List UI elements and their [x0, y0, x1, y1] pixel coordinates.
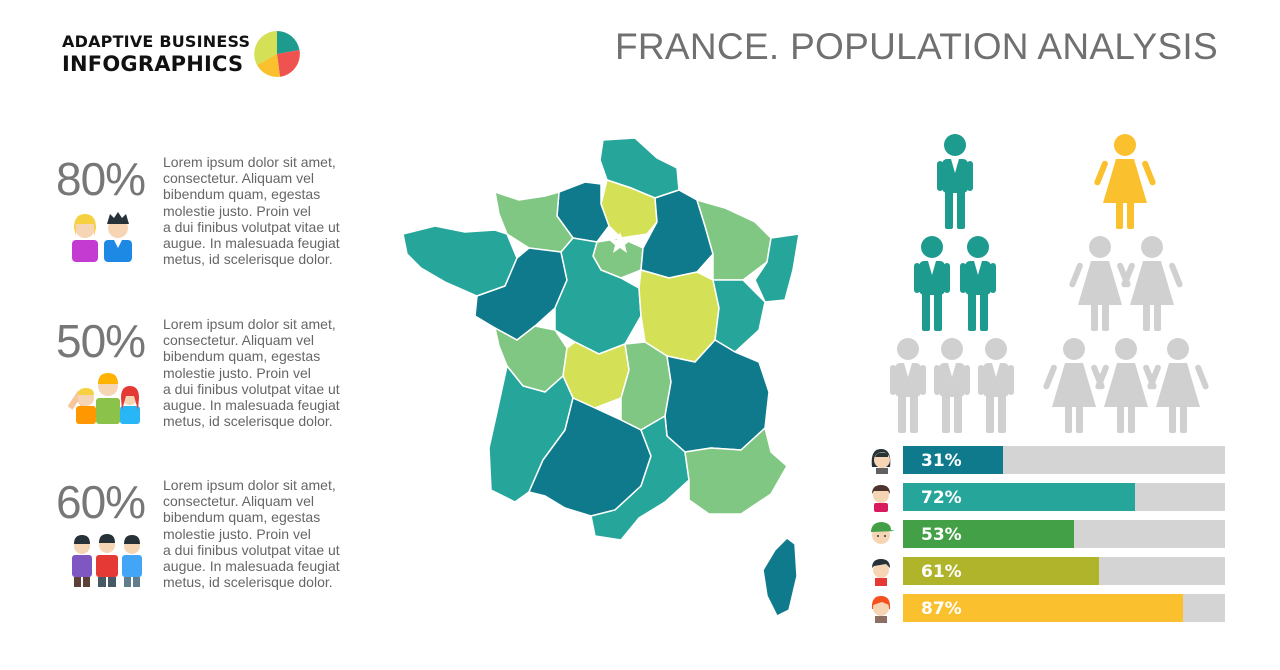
boy-cap-avatar-icon: [871, 522, 895, 544]
man-icon: [960, 236, 996, 331]
stat-block-1: 80% Lorem ipsum dolor sit amet, consectet…: [56, 152, 366, 282]
redhead-avatar-icon: [871, 596, 891, 623]
bar-track: 53%: [903, 520, 1225, 548]
gender-pictogram: [890, 134, 1210, 433]
bar-value-label: 31%: [921, 451, 962, 471]
bar-row-1: 31%: [866, 446, 1228, 474]
bar-value-label: 72%: [921, 488, 962, 508]
region-corsica: [762, 537, 798, 618]
bar-track: 87%: [903, 594, 1225, 622]
man-icon: [978, 338, 1014, 433]
bar-fill: [903, 520, 1074, 548]
girl-avatar-icon: [872, 485, 890, 512]
bar-track: 61%: [903, 557, 1225, 585]
region-franche-comte: [712, 279, 766, 353]
brand-block: ADAPTIVE BUSINESS INFOGRAPHICS: [62, 33, 250, 77]
stat-text: Lorem ipsum dolor sit amet, consectetur. …: [163, 477, 340, 591]
stat-value: 60%: [56, 476, 146, 528]
bar-fill: [903, 483, 1135, 511]
bar-track: 31%: [903, 446, 1225, 474]
bar-track: 72%: [903, 483, 1225, 511]
region-alsace: [754, 233, 800, 303]
stat-text: Lorem ipsum dolor sit amet, consectetur. …: [163, 154, 340, 268]
man-icon: [890, 338, 926, 433]
bar-row-3: 53%: [866, 520, 1228, 548]
couple-icon: [72, 212, 132, 262]
paris-star-icon: [609, 232, 631, 253]
man-avatar-icon: [872, 559, 890, 586]
france-map: [402, 137, 800, 618]
region-provence: [684, 426, 788, 515]
stat-text: Lorem ipsum dolor sit amet, consectetur. …: [163, 316, 340, 430]
man-icon: [937, 134, 973, 229]
bar-fill: [903, 594, 1184, 622]
region-brittany: [402, 225, 518, 297]
page-title: FRANCE. POPULATION ANALYSIS: [615, 26, 1218, 67]
man-icon: [914, 236, 950, 331]
men-group-icon: [72, 534, 142, 587]
pie-logo-icon: [254, 31, 300, 77]
woman-icon: [1093, 134, 1157, 229]
bar-value-label: 87%: [921, 599, 962, 619]
bar-row-4: 61%: [866, 557, 1228, 586]
stat-block-2: 50% Lorem ipsum dolor sit amet, consectet…: [56, 314, 366, 444]
bar-value-label: 61%: [921, 562, 962, 582]
bar-fill: [903, 557, 1100, 585]
stat-value: 80%: [56, 153, 146, 205]
bar-fill: [903, 446, 1003, 474]
bar-row-2: 72%: [866, 483, 1228, 512]
stat-value: 50%: [56, 315, 146, 367]
man-icon: [934, 338, 970, 433]
brand-line-1: ADAPTIVE BUSINESS: [62, 32, 251, 51]
region-languedoc: [590, 414, 690, 541]
bar-chart: 31% 72% 53% 61%: [866, 442, 1228, 627]
bar-row-5: 87%: [866, 594, 1228, 623]
woman-avatar-icon: [871, 449, 891, 474]
brand-line-2: INFOGRAPHICS: [62, 52, 244, 76]
stat-block-3: 60% Lorem ipsum dolor sit amet, consectet…: [56, 475, 366, 605]
group-icon: [68, 373, 140, 424]
bar-value-label: 53%: [921, 525, 962, 545]
region-lorraine: [695, 198, 772, 281]
